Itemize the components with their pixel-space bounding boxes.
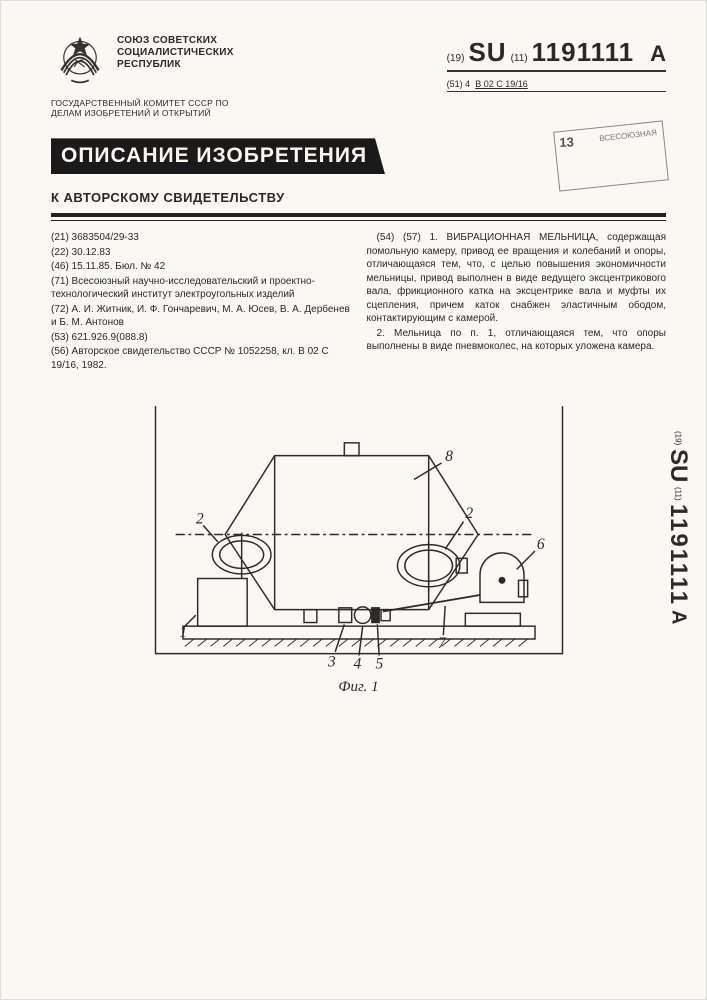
label-3: 3 bbox=[326, 654, 335, 671]
bibliographic-columns: (21) 3683504/29-33 (22) 30.12.83 (46) 15… bbox=[51, 231, 666, 373]
prefix-19: (19) bbox=[447, 53, 465, 64]
document-number-block: (19) SU (11) 1191111 A (51) 4 B 02 C 19/… bbox=[447, 31, 666, 92]
mill-diagram: 1 2 2 3 4 5 6 7 8 bbox=[139, 397, 579, 672]
union-line3: РЕСПУБЛИК bbox=[117, 59, 267, 71]
header-row: СОЮЗ СОВЕТСКИХ СОЦИАЛИСТИЧЕСКИХ РЕСПУБЛИ… bbox=[51, 31, 666, 92]
label-7: 7 bbox=[437, 636, 446, 653]
kind-code: A bbox=[650, 41, 666, 67]
left-column: (21) 3683504/29-33 (22) 30.12.83 (46) 15… bbox=[51, 231, 351, 373]
label-8: 8 bbox=[445, 449, 453, 466]
right-column: (54) (57) 1. ВИБРАЦИОННАЯ МЕЛЬНИЦА, соде… bbox=[367, 231, 667, 373]
figure-caption: Фиг. 1 bbox=[51, 679, 666, 696]
ipc-code: B 02 C 19/16 bbox=[475, 79, 528, 89]
field-46: (46) 15.11.85. Бюл. № 42 bbox=[51, 260, 351, 274]
label-2a: 2 bbox=[195, 511, 203, 528]
rule-thick bbox=[51, 213, 666, 217]
patent-number: 1191111 bbox=[532, 37, 634, 68]
label-5: 5 bbox=[375, 656, 383, 673]
field-56: (56) Авторское свидетельство СССР № 1052… bbox=[51, 345, 351, 372]
label-2b: 2 bbox=[465, 505, 473, 522]
prefix-11: (11) bbox=[511, 53, 528, 64]
library-stamp: 13 ВСЕСОЮЗНАЯ bbox=[553, 121, 669, 192]
label-4: 4 bbox=[353, 656, 361, 673]
su-code: SU bbox=[468, 37, 506, 68]
stamp-text: ВСЕСОЮЗНАЯ bbox=[599, 128, 657, 143]
field-72: (72) А. И. Житник, И. Ф. Гончаревич, М. … bbox=[51, 303, 351, 330]
classification-line: (51) 4 B 02 C 19/16 bbox=[447, 76, 666, 92]
union-line2: СОЦИАЛИСТИЧЕСКИХ bbox=[117, 47, 267, 59]
union-text: СОЮЗ СОВЕТСКИХ СОЦИАЛИСТИЧЕСКИХ РЕСПУБЛИ… bbox=[117, 31, 267, 71]
side-document-number: (19) SU (11) 1191111 A bbox=[664, 431, 692, 625]
side-su: SU bbox=[664, 449, 692, 482]
field-53: (53) 621.926.9(088.8) bbox=[51, 331, 351, 345]
committee-text: ГОСУДАРСТВЕННЫЙ КОМИТЕТ СССР ПО ДЕЛАМ ИЗ… bbox=[51, 98, 261, 118]
abstract-claim1: (54) (57) 1. ВИБРАЦИОННАЯ МЕЛЬНИЦА, соде… bbox=[367, 231, 667, 326]
ussr-emblem bbox=[51, 31, 109, 89]
doc-number-line: (19) SU (11) 1191111 A bbox=[447, 37, 666, 72]
label-6: 6 bbox=[536, 537, 544, 554]
union-line1: СОЮЗ СОВЕТСКИХ bbox=[117, 35, 267, 47]
field-21: (21) 3683504/29-33 bbox=[51, 231, 351, 245]
abstract-claim2: 2. Мельница по п. 1, отличающаяся тем, ч… bbox=[367, 327, 667, 354]
field-22: (22) 30.12.83 bbox=[51, 246, 351, 260]
class-prefix: (51) 4 bbox=[447, 79, 471, 89]
figure-1: 1 2 2 3 4 5 6 7 8 Фиг. 1 bbox=[51, 397, 666, 696]
field-71: (71) Всесоюзный научно-исследовательский… bbox=[51, 275, 351, 302]
label-1: 1 bbox=[179, 625, 187, 642]
subtitle: К АВТОРСКОМУ СВИДЕТЕЛЬСТВУ bbox=[51, 190, 666, 205]
side-kind: A bbox=[667, 610, 690, 624]
side-number-value: 1191111 bbox=[664, 504, 692, 606]
main-title: ОПИСАНИЕ ИЗОБРЕТЕНИЯ bbox=[51, 138, 385, 174]
rule-thin bbox=[51, 220, 666, 221]
side-prefix-19: (19) bbox=[674, 431, 683, 445]
side-prefix-11: (11) bbox=[674, 487, 683, 501]
title-row: ОПИСАНИЕ ИЗОБРЕТЕНИЯ 13 ВСЕСОЮЗНАЯ bbox=[51, 126, 666, 186]
stamp-number: 13 bbox=[559, 135, 574, 150]
